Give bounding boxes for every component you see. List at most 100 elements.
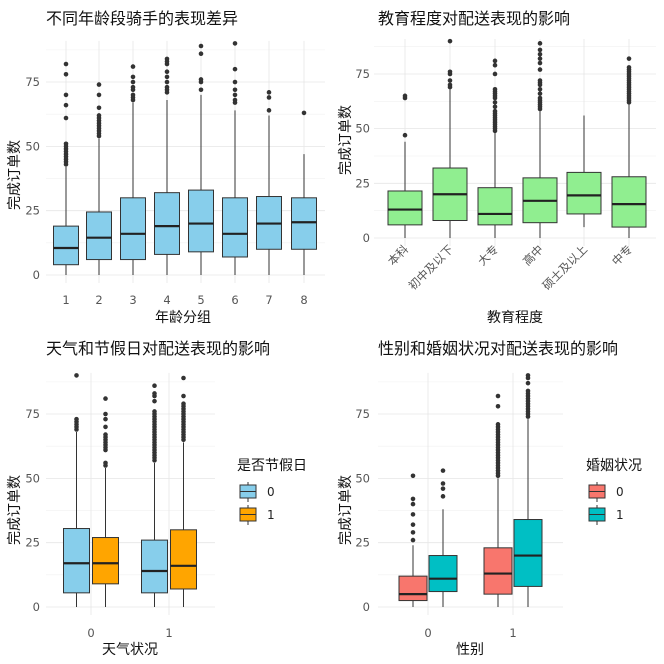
x-tick-label: 1 [62,293,69,307]
y-tick-label: 50 [355,471,370,485]
x-tick-label: 大专 [475,242,501,268]
outlier-point [63,72,69,77]
box-plot [522,41,558,238]
box-plot [428,468,458,607]
outlier-point [410,501,416,507]
box-iqr [86,211,112,261]
outlier-point [626,65,632,70]
y-tick-label: 50 [25,471,40,485]
outlier-point [410,530,416,535]
panel-title: 教育程度对配送表现的影响 [378,9,570,28]
x-tick-label: 1 [509,626,516,640]
x-tick-label: 6 [231,293,238,307]
x-tick-label: 7 [265,293,272,307]
outlier-point [266,108,272,113]
box-iqr [477,187,513,226]
box-iqr [428,555,458,593]
outlier-point [74,373,79,378]
outlier-point [130,84,136,90]
legend-label: 0 [616,485,624,499]
x-tick-label: 0 [87,626,94,640]
box-plot [222,41,248,275]
x-axis-label: 年龄分组 [155,310,211,326]
outlier-point [63,102,69,108]
outlier-point [492,86,498,92]
box-iqr [387,190,423,226]
outlier-point [164,56,170,62]
box-iqr [188,189,214,253]
box-plot [398,473,428,607]
box-plot [387,93,423,238]
box-plot [513,373,543,607]
box-iqr [291,197,317,250]
outlier-point [103,411,108,417]
outlier-point [63,115,69,121]
y-axis-label: 完成订单数 [7,140,23,210]
x-tick-label: 4 [163,293,170,307]
legend-label: 0 [267,485,275,499]
outlier-point [440,486,446,491]
box-iqr [141,539,168,594]
legend: 是否节假日 0 1 [237,458,307,525]
box-iqr [398,575,428,602]
outlier-point [181,401,186,407]
x-tick-label: 1 [165,626,172,640]
outlier-point [402,132,408,138]
box-iqr [483,547,513,595]
outlier-point [130,64,136,69]
box-plot [141,383,168,607]
outlier-point [410,522,416,527]
outlier-point [198,51,204,57]
y-tick-label: 0 [33,268,40,282]
box-plot [291,110,317,275]
outlier-point [495,422,501,427]
outlier-point [164,79,170,85]
x-tick-label: 中专 [609,242,635,268]
x-tick-label: 3 [129,293,136,307]
outlier-point [537,47,543,53]
outlier-point [266,95,272,100]
panel-title: 天气和节假日对配送表现的影响 [46,339,270,358]
x-axis-label: 教育程度 [487,310,543,326]
outlier-point [537,67,543,72]
outlier-point [232,41,238,46]
outlier-point [447,38,453,44]
y-tick-label: 75 [25,407,40,421]
x-axis-label: 性别 [456,642,484,658]
y-tick-label: 75 [355,67,370,81]
box-plot [477,58,513,238]
outlier-point [537,78,543,83]
outlier-point [537,41,543,46]
outlier-point [537,56,543,61]
outlier-point [447,82,453,88]
y-axis-label: 完成订单数 [338,475,354,545]
outlier-point [492,104,498,110]
outlier-point [492,62,498,68]
outlier-point [103,432,108,437]
outlier-point [96,92,102,98]
outlier-point [410,473,416,479]
outlier-point [130,79,136,85]
outlier-point [410,512,416,517]
y-tick-label: 0 [33,600,40,614]
outlier-point [103,460,108,466]
box-iqr [566,171,602,215]
legend: 婚姻状况 0 1 [586,458,642,525]
y-tick-label: 25 [25,204,40,218]
box-plot [483,393,513,607]
outlier-point [232,66,238,72]
x-tick-label: 5 [197,293,204,307]
outlier-point [410,496,416,502]
outlier-point [440,494,446,499]
outlier-point [63,61,69,67]
box-plot [566,115,602,228]
legend-label: 1 [616,508,624,522]
panel-title: 性别和婚姻状况对配送表现的影响 [378,339,618,358]
outlier-point [525,388,531,394]
outlier-point [152,409,157,414]
outlier-point [301,110,307,116]
